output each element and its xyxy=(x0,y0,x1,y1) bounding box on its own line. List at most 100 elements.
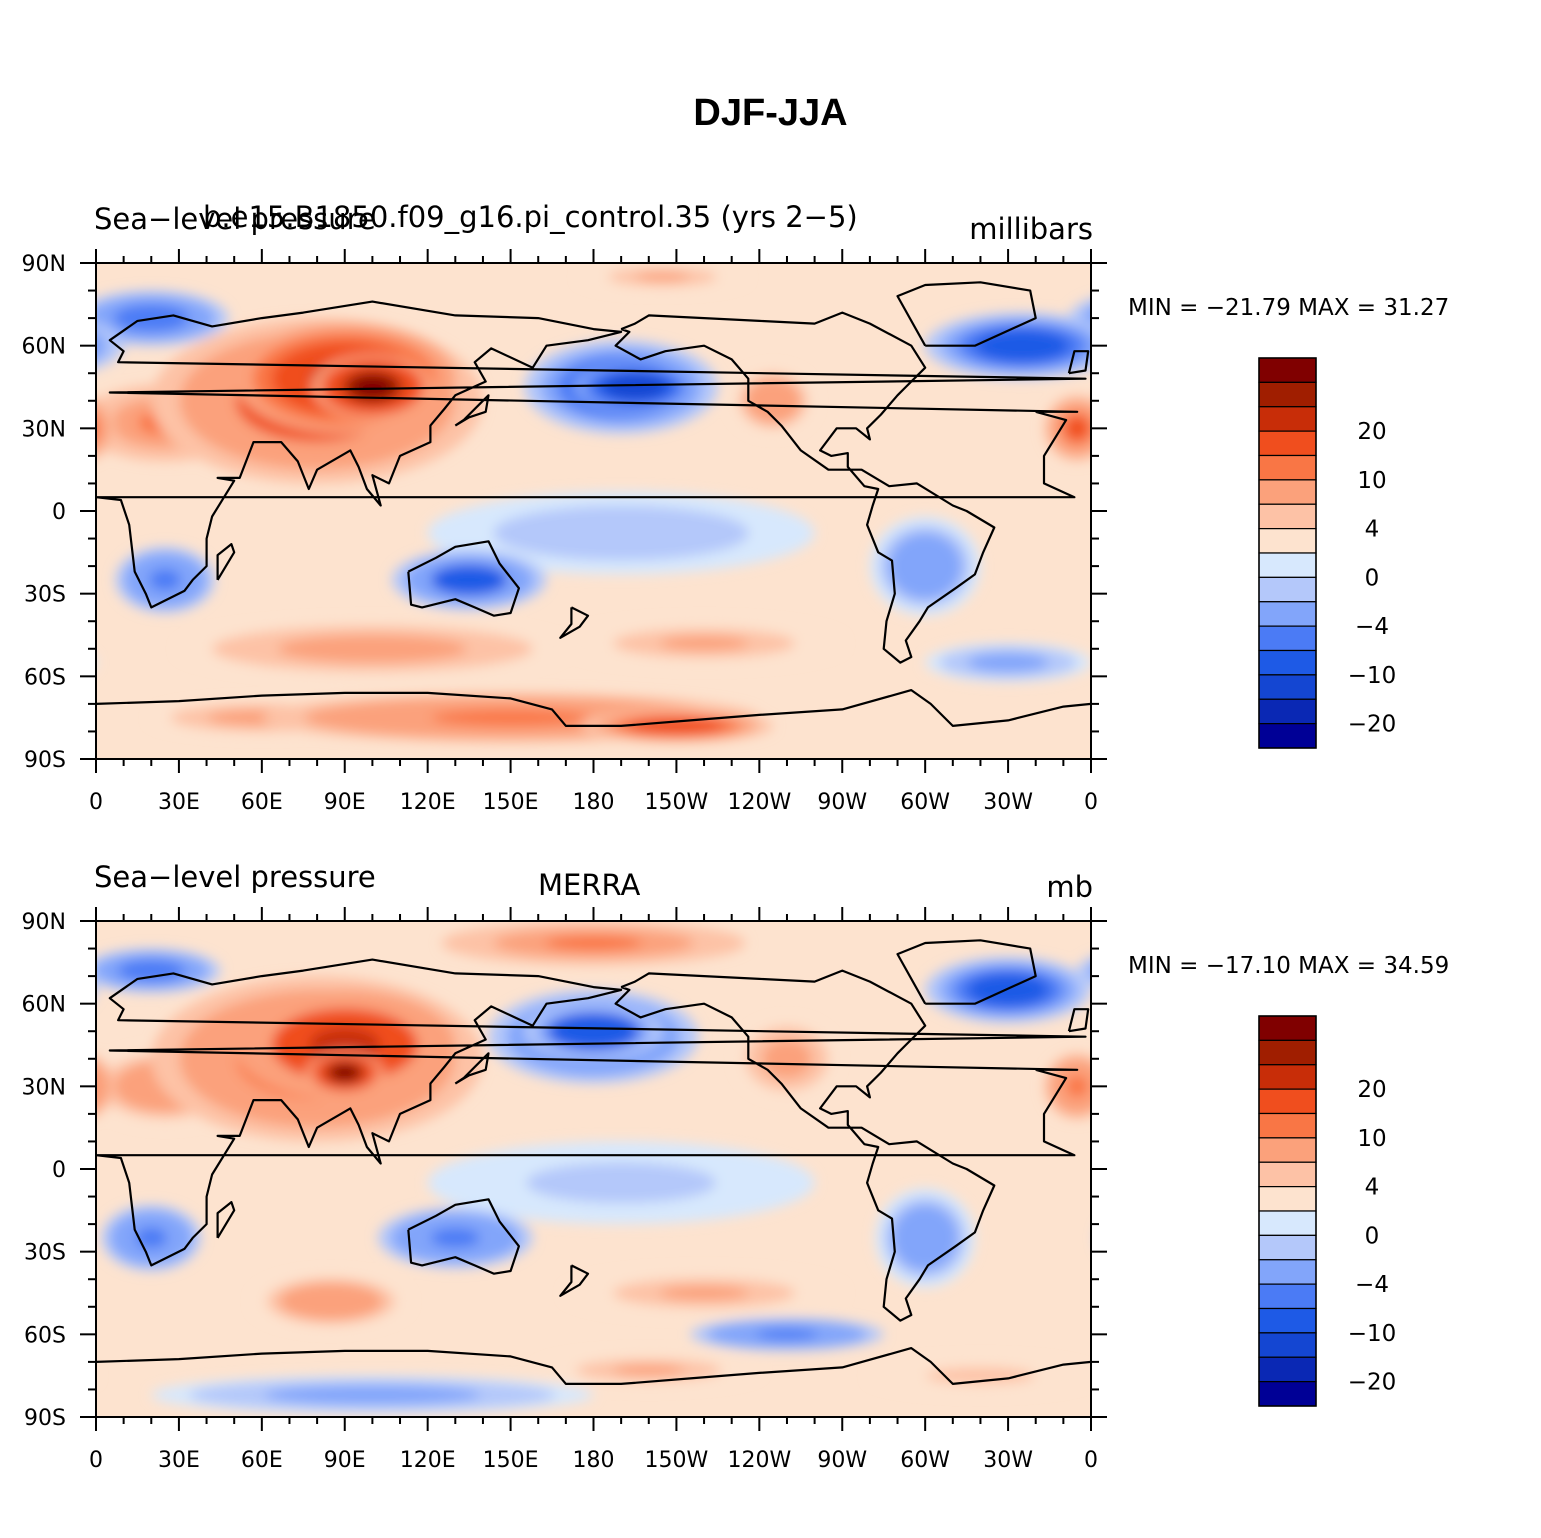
coastline xyxy=(216,543,236,581)
colorbar-swatch xyxy=(1258,454,1317,481)
pressure-contour-region xyxy=(1412,1223,1488,1253)
colorbar-swatch xyxy=(1258,1161,1317,1188)
pressure-contour-region xyxy=(1531,1008,1541,1054)
x-tick-label: 30W xyxy=(983,790,1033,815)
pressure-contour-region xyxy=(1122,1222,1171,1254)
pressure-contour-region xyxy=(1124,964,1168,978)
panel-center-label: MERRA xyxy=(538,868,641,902)
coastline xyxy=(1067,1008,1090,1033)
pressure-contour-region xyxy=(1373,1208,1528,1269)
pressure-contour-region xyxy=(559,519,684,547)
y-tick-label: 90N xyxy=(22,252,66,277)
colorbar-label: −20 xyxy=(1348,712,1397,738)
colorbar-label: 4 xyxy=(1365,517,1380,543)
x-tick-label: 150W xyxy=(645,790,709,815)
pressure-contour-region xyxy=(135,1227,168,1249)
pressure-contour-region xyxy=(352,376,392,398)
y-tick-label: 60N xyxy=(22,335,66,360)
pressure-contour-region xyxy=(1321,1062,1359,1084)
x-tick-label: 120E xyxy=(400,790,456,815)
x-tick-label: 0 xyxy=(89,790,103,815)
colorbar-label: 20 xyxy=(1357,419,1386,445)
coastline xyxy=(407,540,520,617)
colorbar-swatch xyxy=(1258,1381,1317,1407)
pressure-contour-region xyxy=(1439,570,1489,589)
pressure-contour-region xyxy=(907,550,943,582)
pressure-contour-region xyxy=(1317,360,1418,415)
pressure-contour-region xyxy=(981,656,1035,669)
x-tick-label: 120W xyxy=(727,790,791,815)
pressure-contour-region xyxy=(1462,925,1541,962)
colorbar-swatch xyxy=(1258,1307,1317,1334)
y-tick-label: 30N xyxy=(22,417,66,442)
pressure-contour-region xyxy=(1519,340,1541,434)
colorbar-label: 10 xyxy=(1357,468,1386,494)
pressure-contour-region xyxy=(1095,300,1197,336)
colorbar-swatch xyxy=(1258,1015,1317,1041)
pressure-contour-region xyxy=(1423,1141,1541,1224)
panel-left-label: Sea−level pressure xyxy=(94,202,376,236)
pressure-contour-region xyxy=(332,1065,358,1080)
y-tick-label: 60S xyxy=(24,1323,66,1348)
colorbar-swatch xyxy=(1258,1332,1317,1358)
main-title: DJF-JJA xyxy=(693,92,848,134)
pressure-contour-region xyxy=(990,335,1053,357)
pressure-contour-region xyxy=(1436,921,1541,965)
colorbar-swatch xyxy=(1258,601,1317,627)
pressure-contour-region xyxy=(1521,513,1541,554)
pressure-contour-region xyxy=(1299,697,1541,738)
pressure-contour-region xyxy=(1134,410,1187,435)
coastline xyxy=(407,1198,520,1275)
x-tick-label: 120W xyxy=(727,1448,791,1473)
colorbar-swatch xyxy=(1258,381,1317,408)
pressure-contour-region xyxy=(1110,547,1210,613)
colorbar-swatch xyxy=(1258,1088,1317,1115)
x-tick-label: 60E xyxy=(241,1448,283,1473)
pressure-contour-region xyxy=(1514,932,1541,954)
pressure-contour-region xyxy=(1109,1061,1211,1112)
x-tick-label: 30W xyxy=(983,1448,1033,1473)
x-tick-label: 30E xyxy=(158,790,200,815)
colorbar-swatch xyxy=(1258,1210,1317,1236)
map-axes: 0 30E 60E 90E 120E 150E 180 150W 120W 90W 60W 30W 09… xyxy=(22,907,1107,1473)
pressure-contour-region xyxy=(1066,1075,1088,1097)
x-tick-label: 30E xyxy=(158,1448,200,1473)
pressure-contour-region xyxy=(1108,305,1184,332)
colorbar-swatch xyxy=(1258,1234,1317,1261)
y-tick-label: 30S xyxy=(24,583,66,608)
pressure-contour-region xyxy=(129,963,174,978)
colorbar-label: −20 xyxy=(1348,1370,1397,1396)
colorbar-swatch xyxy=(1258,503,1317,530)
pressure-contour-region xyxy=(1413,560,1515,600)
pressure-field xyxy=(96,921,1541,1415)
colorbar-swatch xyxy=(1258,674,1317,700)
pressure-contour-region xyxy=(1165,704,1349,731)
coastline xyxy=(454,1052,490,1085)
pressure-contour-region xyxy=(1501,998,1541,1076)
y-tick-label: 60N xyxy=(22,993,66,1018)
coastline xyxy=(896,939,1037,1005)
colorbar: 20 10 4 0 −4 −10 −20 xyxy=(1258,1015,1397,1407)
y-tick-label: 0 xyxy=(52,500,66,525)
pressure-contour-region xyxy=(1519,1006,1541,1068)
model-panel: Sea−level pressure b.e15.B1850.f09_g16.p… xyxy=(0,195,1541,845)
pressure-contour-region xyxy=(1384,706,1541,730)
pressure-contour-region xyxy=(659,636,749,651)
pressure-contour-region xyxy=(1338,371,1398,403)
colorbar-swatch xyxy=(1258,1064,1317,1090)
pressure-contour-region xyxy=(1483,990,1541,1084)
pressure-contour-region xyxy=(306,1292,356,1311)
y-tick-label: 90S xyxy=(24,1406,66,1431)
pressure-contour-region xyxy=(1135,1074,1185,1099)
x-tick-label: 180 xyxy=(573,790,615,815)
pressure-contour-region xyxy=(1426,710,1541,726)
coastline xyxy=(216,1201,236,1239)
pressure-contour-region xyxy=(659,1285,749,1301)
colorbar-label: −4 xyxy=(1355,1272,1389,1298)
pressure-contour-region xyxy=(1077,401,1091,445)
coastline xyxy=(96,689,1091,727)
x-tick-label: 90W xyxy=(817,1448,867,1473)
pressure-contour-region xyxy=(1327,1066,1352,1080)
pressure-contour-region xyxy=(1066,417,1088,439)
colorbar-swatch xyxy=(1258,723,1317,749)
